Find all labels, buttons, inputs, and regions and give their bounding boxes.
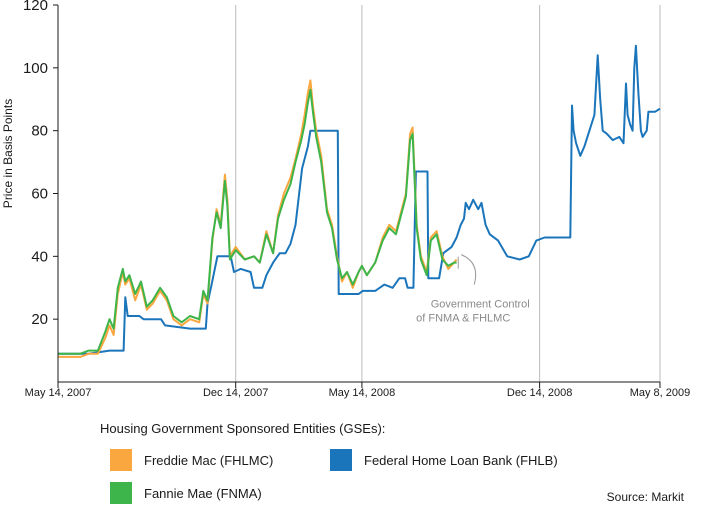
legend-label-fannie: Fannie Mae (FNMA) bbox=[144, 485, 262, 501]
legend-label-freddie: Freddie Mac (FHLMC) bbox=[144, 452, 274, 468]
y-tick-labels: 20 40 60 80 100 120 bbox=[23, 0, 58, 328]
legend-item-fannie: Fannie Mae (FNMA) bbox=[110, 482, 262, 504]
x-tick-label: May 14, 2007 bbox=[25, 387, 92, 399]
legend-item-freddie: Freddie Mac (FHLMC) bbox=[110, 449, 273, 471]
y-tick-label: 40 bbox=[31, 248, 48, 265]
legend-swatch-fannie bbox=[110, 482, 132, 504]
y-tick-label: 60 bbox=[31, 186, 48, 203]
y-tick-label: 120 bbox=[23, 0, 48, 14]
legend-title: Housing Government Sponsored Entities (G… bbox=[100, 421, 386, 436]
y-tick-label: 100 bbox=[23, 60, 48, 77]
annotation-line-1: Government Control bbox=[431, 299, 530, 311]
legend-label-fhlb: Federal Home Loan Bank (FHLB) bbox=[364, 452, 558, 468]
series-line-freddie bbox=[58, 79, 458, 358]
legend-swatch-fhlb bbox=[330, 449, 352, 471]
x-tick-label: May 8, 2009 bbox=[630, 387, 691, 399]
annotation-leader bbox=[461, 254, 477, 285]
x-tick-labels: May 14, 2007 Dec 14, 2007 May 14, 2008 Dec … bbox=[25, 382, 691, 399]
legend-swatch-freddie bbox=[110, 449, 132, 471]
x-tick-label: Dec 14, 2008 bbox=[507, 387, 572, 399]
y-axis-label: Price in Basis Points bbox=[1, 99, 15, 208]
legend-item-fhlb: Federal Home Loan Bank (FHLB) bbox=[330, 449, 558, 471]
annotation-line-2: of FNMA & FHLMC bbox=[416, 313, 510, 325]
series-lines bbox=[58, 44, 661, 358]
series-line-fannie bbox=[58, 88, 457, 355]
annotation: Government Control of FNMA & FHLMC bbox=[416, 254, 530, 325]
x-tick-label: Dec 14, 2007 bbox=[203, 387, 268, 399]
y-tick-label: 20 bbox=[31, 311, 48, 328]
grid-lines bbox=[235, 5, 661, 382]
y-tick-label: 80 bbox=[31, 123, 48, 140]
source-note: Source: Markit bbox=[606, 490, 684, 504]
x-tick-label: May 14, 2008 bbox=[329, 387, 396, 399]
